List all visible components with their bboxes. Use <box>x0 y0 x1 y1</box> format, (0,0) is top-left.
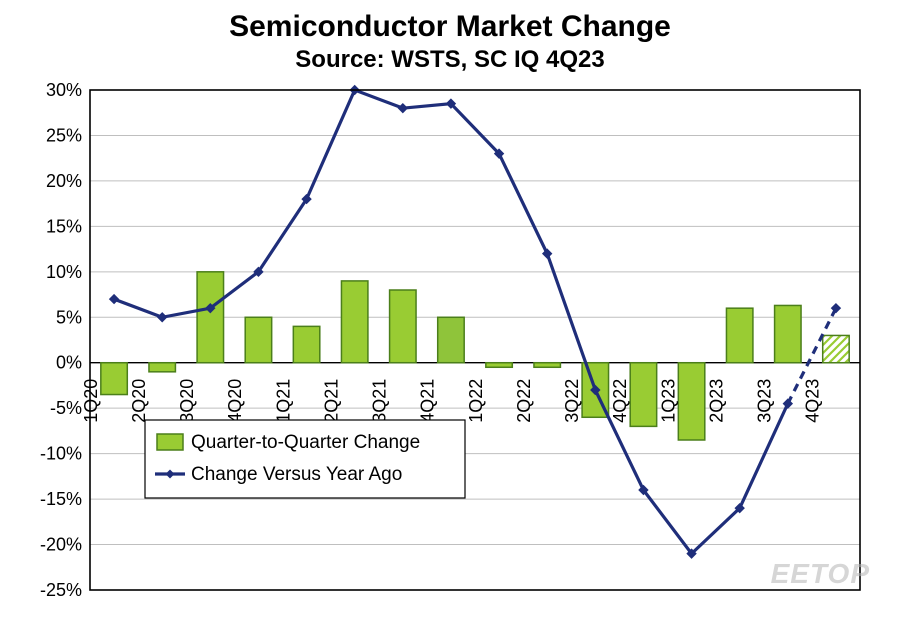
bar <box>101 363 127 395</box>
x-category-label: 2Q20 <box>129 379 149 423</box>
bar <box>341 281 367 363</box>
x-category-label: 2Q23 <box>706 379 726 423</box>
legend-label: Quarter-to-Quarter Change <box>191 432 420 453</box>
watermark: EETOP <box>771 558 870 590</box>
y-tick-label: -15% <box>40 489 82 509</box>
line-marker-diamond <box>110 295 119 304</box>
x-category-label: 2Q21 <box>321 379 341 423</box>
x-category-label: 1Q22 <box>466 379 486 423</box>
chart-svg: -25% -20% -15% -10% -5% 0% 5% 10% 15% 20% 25% 30% 1Q… <box>0 0 900 620</box>
x-category-label: 1Q23 <box>658 379 678 423</box>
x-category-label: 4Q22 <box>610 379 630 423</box>
chart-container: Semiconductor Market Change Source: WSTS… <box>0 0 900 620</box>
y-tick-label: 20% <box>46 171 82 191</box>
y-tick-label: -20% <box>40 535 82 555</box>
line-marker-diamond <box>158 313 167 322</box>
x-category-label: 1Q21 <box>273 379 293 423</box>
bar <box>823 335 849 362</box>
y-tick-label: 15% <box>46 216 82 236</box>
y-tick-label: 5% <box>56 307 82 327</box>
x-category-label: 3Q23 <box>755 379 775 423</box>
bar <box>293 326 319 362</box>
y-tick-label: 30% <box>46 80 82 100</box>
legend-label: Change Versus Year Ago <box>191 464 402 485</box>
x-category-label: 4Q20 <box>225 379 245 423</box>
x-category-label: 3Q20 <box>177 379 197 423</box>
line-marker-diamond <box>398 104 407 113</box>
x-category-label: 3Q22 <box>562 379 582 423</box>
bar <box>149 363 175 372</box>
bar <box>630 363 656 427</box>
bar <box>245 317 271 362</box>
y-tick-label: 10% <box>46 262 82 282</box>
x-category-label: 4Q23 <box>803 379 823 423</box>
bar <box>775 305 801 362</box>
y-tick-label: -25% <box>40 580 82 600</box>
x-category-label: 3Q21 <box>370 379 390 423</box>
bar <box>534 363 560 368</box>
y-tick-label: 25% <box>46 125 82 145</box>
bar <box>486 363 512 368</box>
y-tick-label: -10% <box>40 444 82 464</box>
bar <box>390 290 416 363</box>
x-category-label: 4Q21 <box>418 379 438 423</box>
x-category-label: 2Q22 <box>514 379 534 423</box>
bar <box>197 272 223 363</box>
bar <box>438 317 464 362</box>
y-tick-label: -5% <box>50 398 82 418</box>
bar <box>678 363 704 440</box>
bar <box>726 308 752 363</box>
y-tick-label: 0% <box>56 353 82 373</box>
x-category-label: 1Q20 <box>81 379 101 423</box>
legend-swatch-bars <box>157 434 183 450</box>
